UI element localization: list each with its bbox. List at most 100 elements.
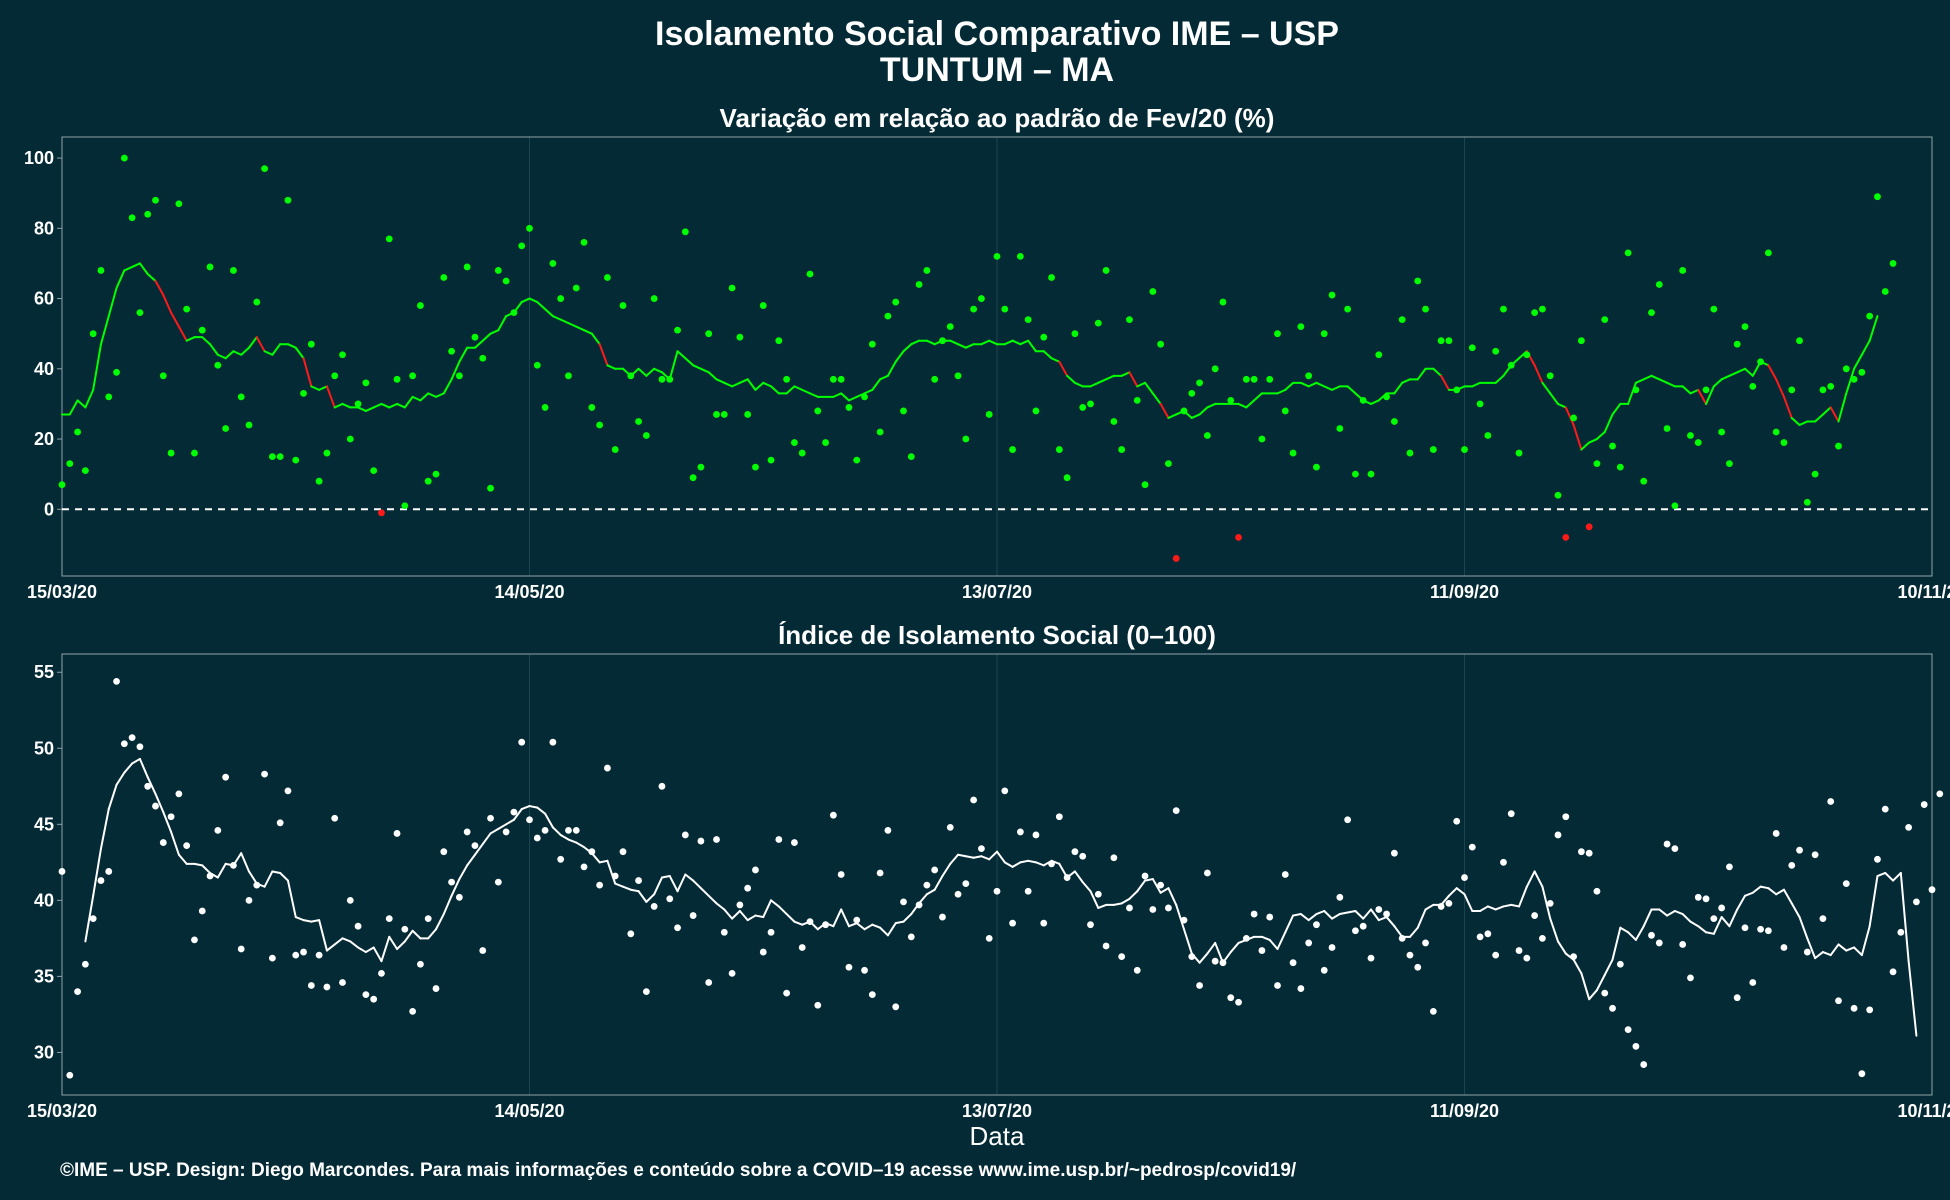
index-data-point [58, 868, 66, 875]
variation-moving-average-segment [1190, 413, 1201, 419]
variation-data-point [1211, 365, 1219, 373]
index-moving-average-segment [1081, 881, 1092, 893]
index-moving-average-segment [466, 853, 476, 867]
index-data-point [596, 881, 604, 889]
index-moving-average-segment [411, 929, 422, 940]
variation-moving-average-segment [1058, 360, 1069, 377]
variation-moving-average-segment [1401, 378, 1411, 384]
variation-moving-average-segment [1580, 441, 1591, 451]
variation-data-point [1336, 425, 1344, 432]
index-moving-average-segment [622, 885, 632, 891]
index-moving-average-segment [1557, 940, 1567, 955]
variation-moving-average-segment [92, 343, 102, 391]
variation-data-point [245, 421, 253, 429]
index-data-point [1313, 921, 1320, 929]
index-data-point [767, 928, 775, 936]
variation-data-point [1063, 474, 1071, 482]
index-data-point [1367, 954, 1375, 962]
variation-data-point [152, 196, 159, 204]
variation-moving-average-segment [1284, 381, 1295, 391]
index-data-point [1858, 1070, 1866, 1078]
variation-data-point [97, 267, 105, 274]
index-moving-average-segment [1144, 878, 1154, 882]
variation-moving-average-segment [1159, 402, 1170, 419]
index-data-point [923, 881, 931, 889]
index-data-point [346, 896, 354, 904]
index-y-tick-label: 55 [34, 662, 54, 682]
variation-moving-average-segment [1151, 392, 1162, 405]
variation-data-point [970, 305, 978, 313]
index-data-point [1406, 951, 1414, 959]
variation-x-tick-label: 11/09/20 [1430, 582, 1499, 602]
variation-data-point [915, 281, 923, 288]
variation-data-point [775, 337, 783, 345]
index-data-point [1203, 869, 1211, 877]
variation-data-point [1126, 316, 1133, 324]
index-data-point [206, 872, 214, 880]
index-data-point [1094, 890, 1102, 898]
index-moving-average-segment [1034, 861, 1045, 867]
index-data-point [1180, 916, 1188, 924]
index-data-point [1702, 895, 1710, 903]
index-data-point [362, 991, 370, 999]
variation-data-point [1188, 389, 1196, 397]
variation-moving-average-segment [497, 315, 508, 332]
variation-data-point [1328, 291, 1336, 299]
variation-data-point [1476, 400, 1484, 408]
index-moving-average-segment [707, 894, 718, 905]
index-data-point [619, 848, 627, 856]
variation-moving-average-segment [957, 343, 967, 349]
variation-data-point [1055, 446, 1063, 453]
index-moving-average-segment [286, 879, 297, 919]
index-moving-average-segment [1206, 941, 1217, 955]
variation-moving-average-segment [1790, 416, 1801, 426]
variation-data-point [339, 351, 346, 359]
variation-data-point [1874, 193, 1881, 201]
variation-data-point [1133, 397, 1141, 404]
index-moving-average-segment [653, 876, 663, 896]
variation-y-tick-label: 20 [34, 429, 54, 449]
index-data-point [1850, 1004, 1858, 1012]
index-data-point [245, 896, 253, 904]
variation-data-point [1842, 365, 1850, 373]
variation-data-point [89, 330, 97, 338]
variation-data-point [1172, 555, 1180, 562]
variation-data-point [1313, 463, 1320, 471]
variation-moving-average-segment [1634, 378, 1645, 384]
index-data-point [1679, 941, 1687, 948]
index-moving-average-segment [1634, 925, 1645, 941]
variation-data-point [1858, 368, 1866, 376]
variation-data-point [697, 463, 705, 471]
variation-moving-average-segment [1494, 374, 1505, 384]
variation-data-point [1811, 470, 1819, 478]
variation-moving-average-segment [551, 315, 562, 321]
variation-data-point [681, 228, 689, 236]
index-moving-average-segment [1689, 920, 1700, 928]
variation-data-point [1429, 446, 1437, 453]
index-moving-average-segment [785, 913, 796, 923]
index-moving-average-segment [1814, 951, 1824, 960]
index-moving-average-segment [1533, 870, 1544, 888]
index-x-tick-label: 11/09/20 [1430, 1101, 1499, 1121]
variation-y-tick-label: 0 [44, 499, 54, 519]
index-moving-average-segment [279, 871, 289, 882]
variation-data-point [1445, 337, 1453, 345]
variation-data-point [1788, 386, 1796, 394]
index-moving-average-segment [1175, 903, 1185, 931]
variation-moving-average-segment [1050, 357, 1061, 363]
index-data-point [128, 734, 136, 742]
index-data-point [463, 828, 471, 836]
variation-data-point [401, 502, 409, 510]
index-data-point [1024, 887, 1032, 895]
variation-moving-average-segment [341, 402, 352, 409]
variation-data-point [533, 361, 541, 369]
index-moving-average-segment [528, 805, 539, 809]
index-data-point [214, 827, 222, 834]
variation-moving-average-segment [1097, 378, 1108, 384]
index-data-point [1601, 989, 1609, 997]
index-moving-average-segment [162, 811, 173, 833]
index-moving-average-segment [357, 946, 367, 954]
index-data-point [993, 887, 1001, 895]
variation-data-point [479, 354, 487, 362]
index-moving-average-segment [123, 762, 134, 774]
